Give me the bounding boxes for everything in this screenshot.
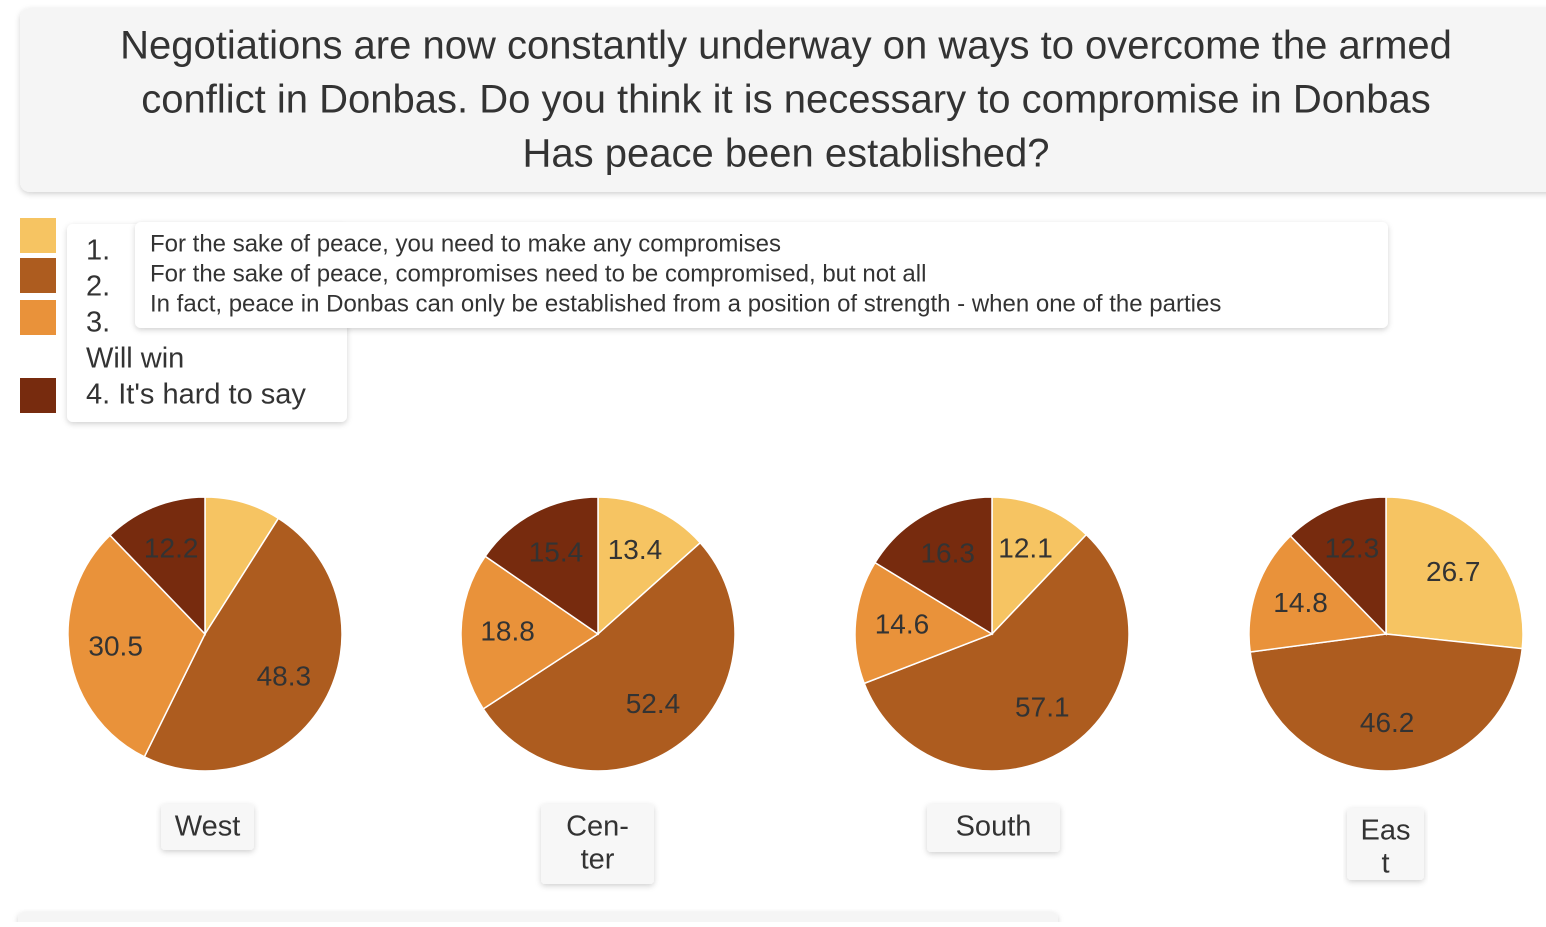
data-label: 52.4 [626, 688, 681, 719]
data-label: 57.1 [1015, 692, 1070, 723]
pie-slice [597, 496, 702, 636]
pie-slice [863, 533, 1130, 772]
title-line: Negotiations are now constantly underway… [120, 24, 1452, 68]
pie-slice [460, 555, 600, 710]
data-label: 13.4 [608, 534, 663, 565]
data-label: 15.4 [529, 536, 584, 567]
legend-text: 4. It's hard to say [86, 379, 306, 411]
legend-swatch [20, 258, 56, 293]
data-label: 12.2 [144, 533, 199, 564]
data-label: 12.3 [1325, 533, 1380, 564]
pie-slice [484, 496, 599, 636]
category-label: Cen- [566, 811, 629, 843]
pie-slice [67, 534, 206, 758]
data-label: 12.1 [998, 532, 1053, 563]
legend-text: 2. [86, 271, 110, 303]
tooltip-text: For the sake of peace, you need to make … [150, 230, 781, 257]
next-card [18, 912, 1058, 926]
category-label: South [956, 811, 1032, 843]
legend-swatch [20, 218, 56, 253]
data-label: 18.8 [480, 615, 535, 646]
data-label: 46.2 [1360, 707, 1415, 738]
pie-slice [1248, 534, 1388, 653]
pie-slice [143, 517, 343, 772]
category-box [541, 804, 654, 884]
title-line: conflict in Donbas. Do you think it is n… [141, 78, 1430, 122]
legend-text: Will win [86, 343, 184, 375]
pie-slice [1385, 496, 1524, 650]
tooltip-text: In fact, peace in Donbas can only be est… [150, 290, 1221, 317]
legend-swatch [20, 300, 56, 335]
legend-swatch [20, 378, 56, 413]
data-label: 48.3 [257, 661, 312, 692]
category-box [161, 804, 254, 850]
title-line: Has peace been established? [522, 132, 1049, 176]
pie-slice [874, 496, 993, 636]
category-label: ter [581, 844, 615, 876]
pie-slice [108, 496, 206, 636]
tooltip-text: For the sake of peace, compromises need … [150, 260, 926, 287]
data-label: 30.5 [88, 630, 143, 661]
title-box [20, 8, 1546, 192]
pie-slice [854, 561, 994, 685]
legend-text: 3. [86, 307, 110, 339]
data-label: 16.3 [920, 538, 975, 569]
pie-slice [1289, 496, 1387, 636]
category-label: t [1381, 848, 1389, 880]
data-label: 26.7 [1426, 556, 1481, 587]
pie-slice [482, 541, 736, 772]
data-label: 14.8 [1273, 587, 1328, 618]
category-label: Eas [1361, 815, 1411, 847]
pie-slice [991, 496, 1088, 636]
data-label: 14.6 [875, 608, 930, 639]
category-box [927, 804, 1060, 852]
legend-text: 1. [86, 235, 110, 267]
pie-slice [1249, 633, 1524, 772]
category-box [1347, 808, 1424, 880]
tooltip [135, 222, 1388, 328]
category-label: West [175, 811, 241, 843]
